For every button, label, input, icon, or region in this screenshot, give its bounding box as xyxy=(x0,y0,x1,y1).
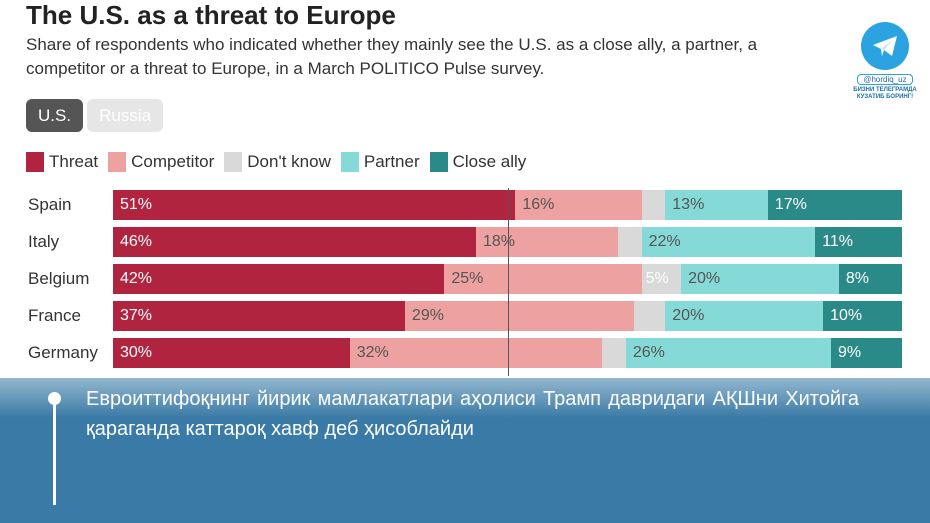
bar-segment-threat[interactable]: 46% xyxy=(113,227,476,257)
chart-title: The U.S. as a threat to Europe xyxy=(26,0,396,30)
bar-segment-close-ally[interactable]: 17% xyxy=(767,190,902,220)
chart-subtitle: Share of respondents who indicated wheth… xyxy=(26,35,758,78)
legend-swatch xyxy=(108,152,127,172)
gradient-overlay xyxy=(0,378,930,523)
bar-segment-competitor[interactable]: 29% xyxy=(404,301,634,331)
headline: Евроиттифоқнинг йирик мамлакатлари аҳоли… xyxy=(86,388,859,440)
country-toggle: U.S. Russia xyxy=(26,99,164,132)
row-label: France xyxy=(28,306,81,325)
bar-segment-close-ally[interactable]: 10% xyxy=(823,301,902,331)
legend-label: Partner xyxy=(363,152,420,171)
telegram-cta: БИЗНИ ТЕЛЕГРАМДА КУЗАТИБ БОРИНГ! xyxy=(853,87,917,100)
midpoint-line xyxy=(508,188,509,376)
legend: Threat Competitor Don't know Partner Close a… xyxy=(26,152,526,172)
legend-swatch xyxy=(340,152,359,172)
legend-item[interactable]: Close ally xyxy=(429,152,527,172)
bar-segment-close-ally[interactable]: 11% xyxy=(815,227,902,257)
bar-segment-threat[interactable]: 51% xyxy=(113,190,516,220)
legend-swatch xyxy=(26,152,44,172)
bar-segment-competitor[interactable]: 32% xyxy=(349,338,603,368)
legend-label: Competitor xyxy=(131,152,215,171)
bar-segment-threat[interactable]: 42% xyxy=(113,264,445,294)
legend-item[interactable]: Don't know xyxy=(224,152,331,172)
bar-row: 30% 32% 26% 9% xyxy=(113,338,902,368)
telegram-promo[interactable]: @hordiq_uz БИЗНИ ТЕЛЕГРАМДА КУЗАТИБ БОРИ… xyxy=(850,22,920,101)
legend-label: Threat xyxy=(49,152,99,171)
legend-swatch xyxy=(429,152,448,172)
row-label: Italy xyxy=(28,232,60,251)
bar-row: 51% 16% 13% 17% xyxy=(113,190,902,220)
bar-segment-partner[interactable]: 26% xyxy=(625,338,831,368)
legend-item[interactable]: Competitor xyxy=(108,152,214,172)
bar-segment-competitor[interactable]: 18% xyxy=(475,227,618,257)
telegram-icon xyxy=(861,22,909,70)
legend-item[interactable]: Partner xyxy=(340,152,420,172)
bar-segment-don-t-know[interactable] xyxy=(617,227,642,257)
legend-label: Don't know xyxy=(247,152,331,171)
bar-segment-don-t-know[interactable] xyxy=(633,301,666,331)
row-label: Germany xyxy=(28,343,98,362)
bar-segment-partner[interactable]: 13% xyxy=(665,190,768,220)
bar-segment-don-t-know[interactable]: 5% xyxy=(641,264,682,294)
toggle-russia[interactable]: Russia xyxy=(87,99,164,132)
bullet-dot xyxy=(48,392,61,405)
bar-segment-close-ally[interactable]: 9% xyxy=(830,338,902,368)
bar-segment-close-ally[interactable]: 8% xyxy=(838,264,902,294)
bar-row: 37% 29% 20% 10% xyxy=(113,301,902,331)
row-label: Belgium xyxy=(28,269,90,288)
legend-swatch xyxy=(224,152,243,172)
legend-item[interactable]: Threat xyxy=(26,152,98,172)
bar-segment-partner[interactable]: 20% xyxy=(665,301,824,331)
bar-segment-partner[interactable]: 20% xyxy=(681,264,839,294)
bar-segment-competitor[interactable]: 25% xyxy=(444,264,642,294)
toggle-us[interactable]: U.S. xyxy=(26,99,84,132)
bar-segment-don-t-know[interactable] xyxy=(602,338,626,368)
bar-segment-partner[interactable]: 22% xyxy=(641,227,816,257)
bar-segment-competitor[interactable]: 16% xyxy=(515,190,642,220)
bar-segment-don-t-know[interactable] xyxy=(641,190,666,220)
telegram-handle: @hordiq_uz xyxy=(857,74,913,85)
row-label: Spain xyxy=(28,195,72,214)
legend-label: Close ally xyxy=(452,152,527,171)
bullet-line xyxy=(53,400,56,505)
bar-row: 42% 25% 5% 20% 8% xyxy=(113,264,902,294)
bar-segment-threat[interactable]: 37% xyxy=(113,301,405,331)
bar-row: 46% 18% 22% 11% xyxy=(113,227,902,257)
bar-segment-threat[interactable]: 30% xyxy=(113,338,350,368)
